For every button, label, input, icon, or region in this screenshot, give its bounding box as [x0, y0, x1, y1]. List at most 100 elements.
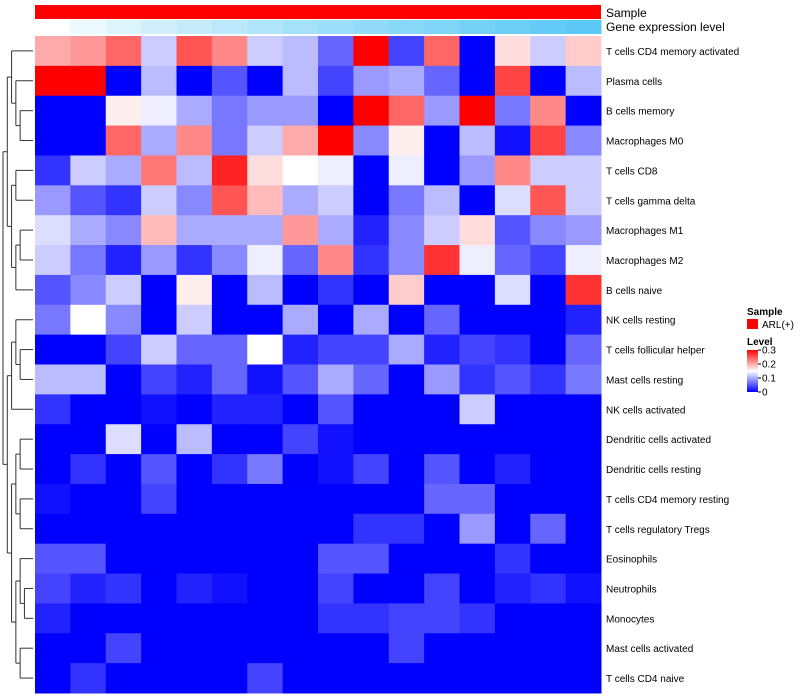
heatmap-cell	[141, 573, 177, 604]
heatmap-cell	[530, 633, 567, 664]
heatmap-cell	[105, 603, 142, 634]
heatmap-cell	[424, 245, 460, 276]
heatmap-cell	[424, 543, 460, 575]
heatmap-cell	[424, 513, 460, 545]
legend-tick-label: 0.3	[762, 346, 776, 357]
heatmap-cell	[353, 274, 390, 306]
row-label: Macrophages M2	[606, 256, 684, 267]
heatmap-cell	[35, 215, 71, 246]
heatmap-cell	[494, 95, 531, 127]
heatmap-cell	[141, 274, 177, 306]
heatmap-cell	[353, 603, 390, 634]
row-dendrogram	[2, 50, 33, 679]
heatmap-cell	[141, 454, 177, 485]
heatmap-cell	[318, 424, 354, 455]
heatmap-cell	[282, 663, 319, 694]
heatmap-cell	[459, 424, 496, 455]
heatmap-cell	[247, 424, 284, 455]
heatmap-cell	[282, 245, 319, 276]
legend-level-ticks: 0.3 0.2 0.1 0	[758, 346, 776, 399]
heatmap-cell	[565, 95, 602, 127]
heatmap-cell	[388, 454, 425, 485]
heatmap-cell	[424, 663, 460, 694]
heatmap-cell	[565, 125, 602, 156]
heatmap-cell	[247, 245, 284, 276]
expression-track-cell	[459, 20, 496, 34]
heatmap-cell	[282, 424, 319, 455]
heatmap-cell	[282, 513, 319, 545]
row-label: T cells CD8	[606, 166, 658, 177]
heatmap-cell	[494, 36, 531, 67]
heatmap-cell	[70, 424, 107, 455]
legend-swatch-arl	[747, 319, 758, 329]
heatmap-cell	[105, 65, 142, 97]
heatmap-cell	[70, 185, 107, 216]
heatmap-cell	[318, 394, 354, 425]
heatmap-cell	[318, 543, 354, 575]
heatmap-cell	[176, 543, 213, 575]
heatmap-cell	[176, 65, 213, 97]
heatmap-cell	[459, 36, 496, 67]
heatmap-cell	[459, 513, 496, 545]
heatmap-cell	[35, 364, 71, 395]
heatmap-cell	[176, 663, 213, 694]
heatmap-cell	[211, 543, 248, 575]
heatmap-cell	[211, 65, 248, 97]
heatmap-cell	[105, 543, 142, 575]
legend-title-level: Level	[747, 337, 773, 348]
expression-track-cell	[35, 20, 71, 34]
heatmap-cell	[318, 215, 354, 246]
heatmap-cell	[35, 633, 71, 664]
heatmap-cell	[247, 483, 284, 515]
heatmap-cell	[388, 95, 425, 127]
heatmap-cell	[247, 125, 284, 156]
heatmap-cell	[247, 185, 284, 216]
heatmap-cell	[141, 424, 177, 455]
heatmap-cell	[388, 65, 425, 97]
heatmap-cell	[388, 334, 425, 365]
heatmap-cell	[494, 274, 531, 306]
legend: Sample ARL(+) Level 0.3 0.2 0.1 0	[747, 307, 794, 399]
heatmap-cell	[141, 483, 177, 515]
heatmap-cell	[424, 334, 460, 365]
heatmap-cell	[565, 334, 602, 365]
heatmap-cell	[35, 424, 71, 455]
heatmap-cell	[35, 185, 71, 216]
heatmap-cell	[530, 543, 567, 575]
row-label: Monocytes	[606, 614, 654, 625]
heatmap-cell	[565, 215, 602, 246]
heatmap-cell	[565, 424, 602, 455]
row-label: Dendritic cells resting	[606, 465, 701, 476]
heatmap-cell	[35, 334, 71, 365]
heatmap-cell	[105, 573, 142, 604]
heatmap-cell	[318, 245, 354, 276]
heatmap-cell	[353, 155, 390, 186]
heatmap-cell	[530, 125, 567, 156]
heatmap-cell	[70, 155, 107, 186]
heatmap-cell	[459, 364, 496, 395]
row-label: B cells memory	[606, 107, 674, 118]
expression-track-cell	[530, 20, 567, 34]
heatmap-cell	[176, 603, 213, 634]
heatmap-cell	[70, 663, 107, 694]
heatmap-cell	[388, 125, 425, 156]
row-label: T cells regulatory Tregs	[606, 525, 710, 536]
heatmap-cell	[247, 274, 284, 306]
heatmap-cell	[353, 215, 390, 246]
heatmap-cell	[565, 573, 602, 604]
heatmap-cell	[35, 155, 71, 186]
heatmap-cell	[282, 394, 319, 425]
heatmap-cell	[318, 155, 354, 186]
heatmap-cell	[141, 334, 177, 365]
heatmap-cell	[530, 483, 567, 515]
heatmap-cell	[388, 155, 425, 186]
expression-track-cell	[70, 20, 107, 34]
heatmap-cell	[35, 65, 71, 97]
heatmap-cell	[565, 245, 602, 276]
heatmap-cell	[494, 603, 531, 634]
heatmap-cell	[70, 394, 107, 425]
expression-track-cell	[176, 20, 213, 34]
heatmap-cell	[494, 215, 531, 246]
heatmap-cell	[141, 215, 177, 246]
